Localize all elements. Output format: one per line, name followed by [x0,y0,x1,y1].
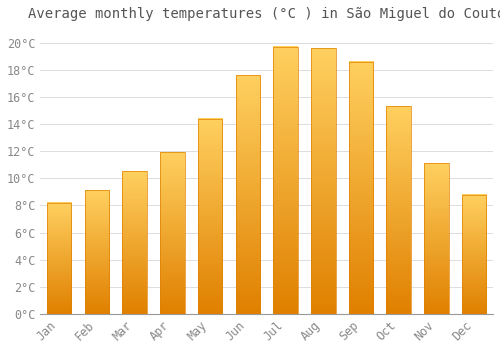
Title: Average monthly temperatures (°C ) in São Miguel do Couto: Average monthly temperatures (°C ) in Sã… [28,7,500,21]
Bar [424,163,448,314]
Bar [311,48,336,314]
Bar [160,153,184,314]
Bar [462,195,486,314]
Bar [47,203,72,314]
Bar [198,119,222,314]
Bar [386,106,411,314]
Bar [236,75,260,314]
Bar [84,190,109,314]
Bar [348,62,374,314]
Bar [122,172,147,314]
Bar [274,47,298,314]
